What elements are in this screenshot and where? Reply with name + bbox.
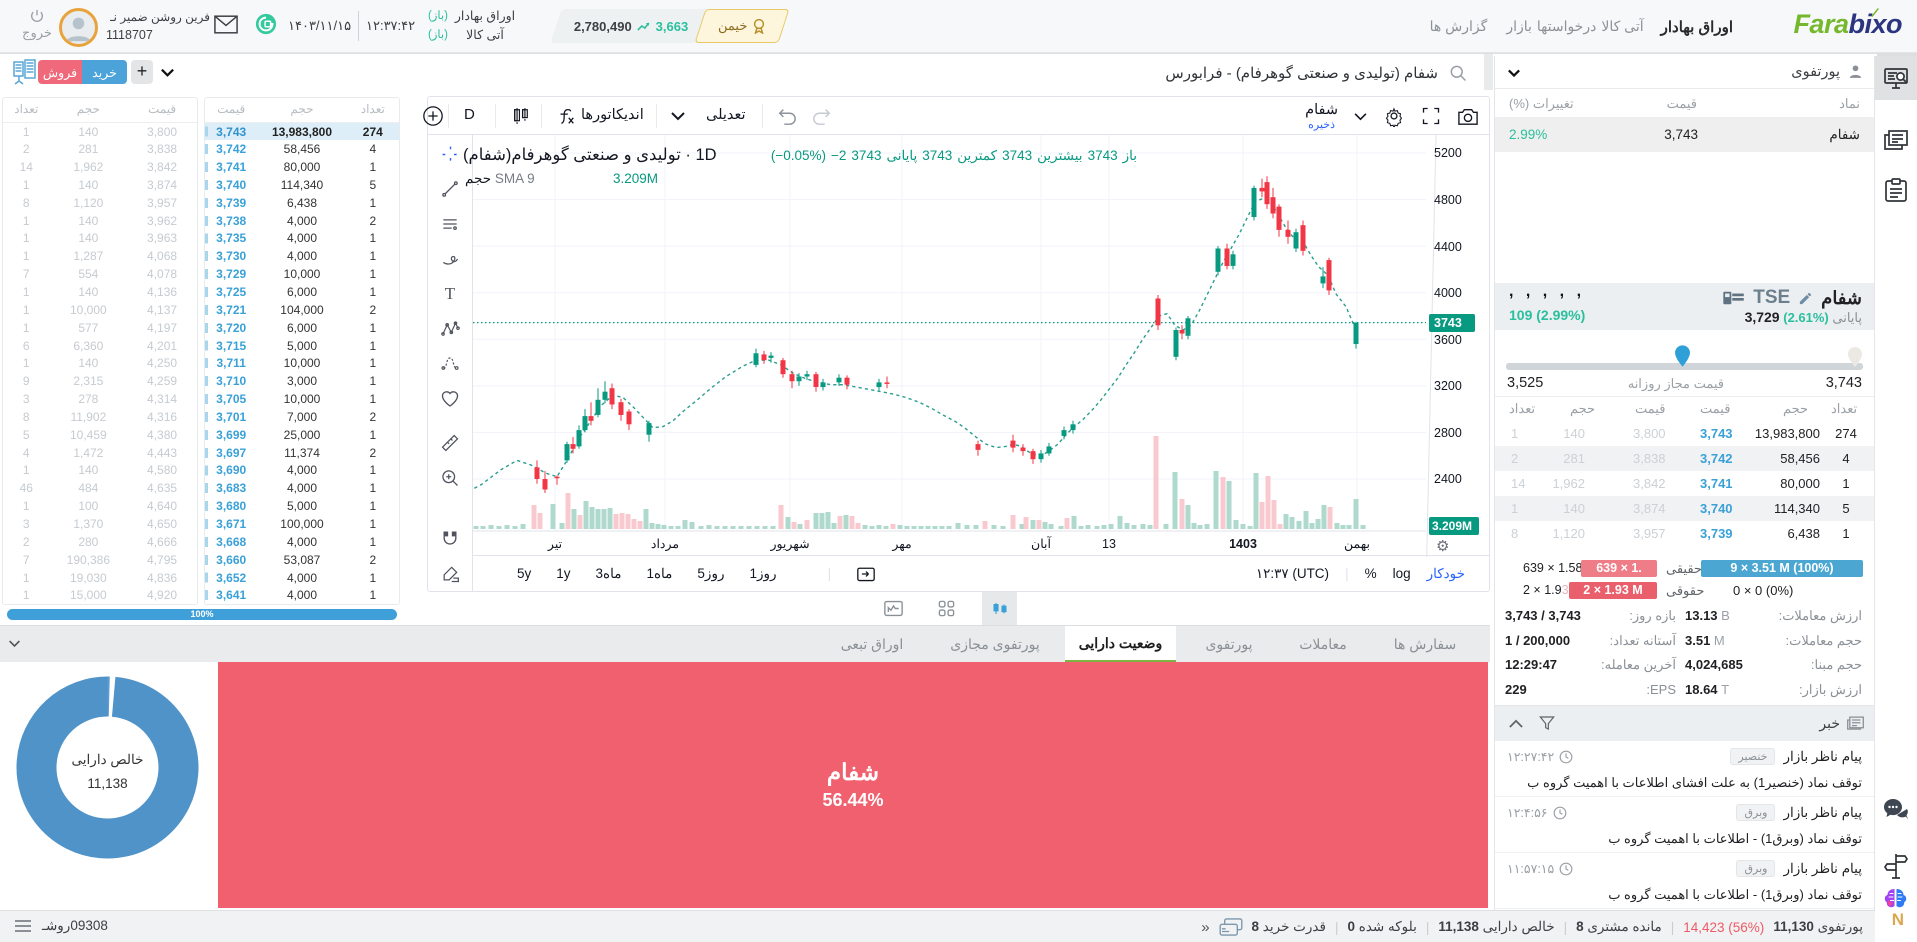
svg-text:مرداد: مرداد: [651, 537, 679, 552]
svg-text:5200: 5200: [1434, 146, 1462, 160]
svg-text:1403: 1403: [1229, 537, 1257, 551]
svg-text:3.209M: 3.209M: [1432, 519, 1472, 533]
svg-text:شهریور: شهریور: [769, 537, 809, 552]
svg-text:3200: 3200: [1434, 379, 1462, 393]
svg-text:3600: 3600: [1434, 333, 1462, 347]
svg-text:مهر: مهر: [891, 537, 911, 552]
svg-text:بهمن: بهمن: [1344, 537, 1370, 552]
svg-text:13: 13: [1102, 537, 1116, 551]
svg-text:آبان: آبان: [1031, 535, 1052, 551]
svg-text:تیر: تیر: [547, 537, 563, 552]
svg-text:خالص دارایی: خالص دارایی: [72, 752, 144, 768]
svg-text:4000: 4000: [1434, 286, 1462, 300]
svg-text:2400: 2400: [1434, 472, 1462, 486]
svg-text:11,138: 11,138: [87, 776, 127, 791]
svg-text:⚙: ⚙: [1436, 538, 1449, 555]
svg-text:4400: 4400: [1434, 240, 1462, 254]
svg-text:2800: 2800: [1434, 426, 1462, 440]
svg-text:3743: 3743: [1434, 316, 1462, 330]
svg-text:4800: 4800: [1434, 193, 1462, 207]
